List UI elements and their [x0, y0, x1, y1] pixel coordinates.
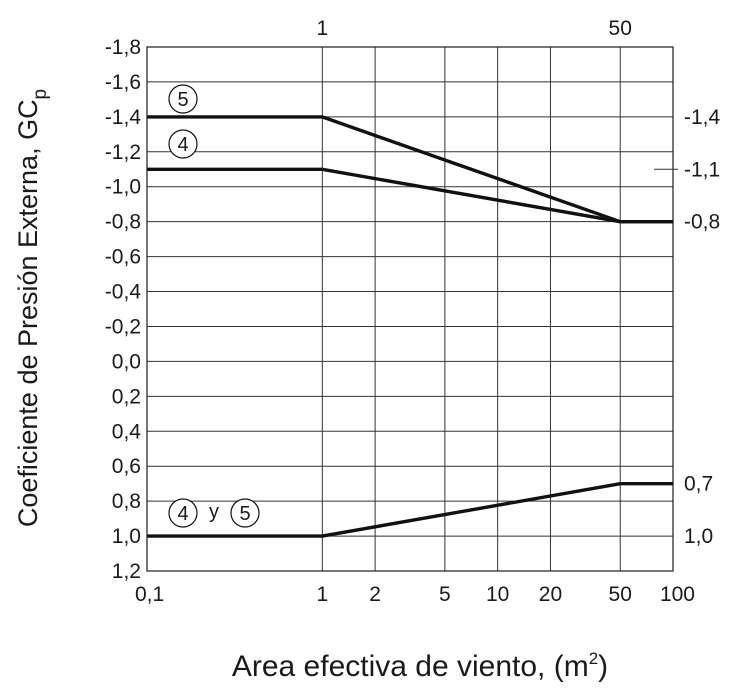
grid	[146, 46, 674, 572]
zone-45-y-label: y	[209, 501, 219, 523]
right-value-labels: -1,4 -1,1 -0,8 0,7 1,0	[654, 106, 721, 548]
x-tick-label: 5	[439, 583, 451, 606]
x-tick-label: 0,1	[135, 583, 164, 606]
zone-labels: 544 y 5	[168, 84, 260, 528]
series-line	[147, 482, 673, 538]
series-layer	[147, 115, 673, 538]
y-tick-label: 0,2	[112, 385, 141, 408]
right-value-label: -1,4	[684, 106, 721, 129]
x-tick-label: 2	[369, 583, 381, 606]
x-tick-label: 20	[539, 583, 562, 606]
x-axis-label: Area efectiva de viento, (m2)	[232, 649, 608, 683]
y-axis-label: Coeficiente de Presión Externa, GCp	[13, 89, 51, 527]
y-tick-label: 0,6	[112, 455, 141, 478]
y-tick-label: 0,4	[112, 420, 142, 443]
x-tick-label: 50	[609, 583, 632, 606]
zone-45-a-circle	[168, 498, 198, 528]
x-tick-label: 100	[660, 583, 695, 606]
y-tick-label: -1,0	[105, 176, 141, 199]
zone-4-label: 4	[177, 134, 188, 156]
right-value-label: 1,0	[684, 525, 713, 548]
y-tick-label: -0,4	[105, 281, 142, 304]
series-line	[147, 167, 673, 224]
y-tick-label: 1,0	[112, 525, 141, 548]
zone-45-b-label: 5	[239, 503, 250, 525]
y-tick-label: -0,6	[105, 246, 141, 269]
y-tick-label: 1,2	[112, 560, 141, 583]
y-tick-label: -0,2	[105, 315, 141, 338]
y-tick-labels: -1,8 -1,6 -1,4 -1,2 -1,0 -0,8 -0,6 -0,4 -0,2 0,0 0…	[105, 36, 142, 583]
zone-45-a-label: 4	[177, 503, 188, 525]
y-tick-label: -1,4	[105, 106, 142, 129]
y-tick-label: -0,8	[105, 211, 141, 234]
top-tick-label: 50	[609, 17, 632, 40]
zone-45-b-circle	[230, 498, 260, 528]
plot-frame	[146, 46, 674, 572]
right-value-label: -1,1	[684, 158, 720, 181]
zone-4-circle	[168, 129, 198, 159]
x-tick-label: 1	[316, 583, 328, 606]
zone-5-circle	[168, 84, 198, 114]
zone-5-label: 5	[177, 89, 188, 111]
right-value-label: -0,8	[684, 211, 720, 234]
y-tick-label: 0,0	[112, 350, 141, 373]
y-tick-label: -1,2	[105, 141, 141, 164]
y-tick-label: -1,6	[105, 71, 141, 94]
top-tick-labels: 1 50	[316, 17, 631, 40]
right-value-label: 0,7	[684, 473, 713, 496]
y-tick-label: 0,8	[112, 490, 141, 513]
x-tick-labels: 0,1 1 2 5 10 20 50 100	[135, 583, 695, 606]
top-tick-label: 1	[316, 17, 328, 40]
x-tick-label: 10	[486, 583, 509, 606]
y-tick-label: -1,8	[105, 36, 141, 59]
